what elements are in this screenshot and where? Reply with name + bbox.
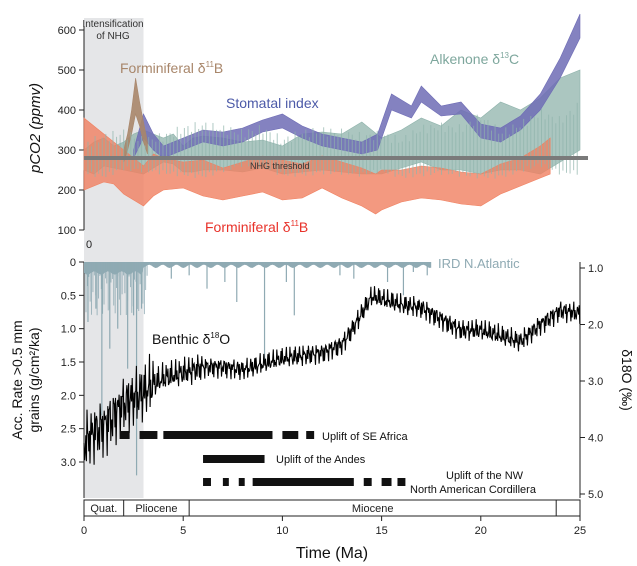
- x-tick-label: 10: [276, 525, 288, 537]
- uplift-segment: [203, 478, 211, 486]
- uplift-segment: [381, 478, 392, 486]
- nhg-threshold-label: NHG threshold: [250, 161, 310, 171]
- uplift-segment: [252, 478, 354, 486]
- uplift-segment: [397, 478, 406, 486]
- top-y-tick-label: 300: [58, 145, 76, 157]
- uplift-segment: [363, 478, 372, 486]
- left-tick-label: 0: [70, 257, 76, 269]
- left-tick-label: 0.5: [61, 290, 76, 302]
- x-axis-ticks: 0 5 10 15 20 25: [81, 516, 586, 537]
- right-tick-label: 1.0: [588, 263, 603, 275]
- uplift-segment: [282, 431, 299, 439]
- left-axis-title-line1: Acc. Rate >0.5 mm: [9, 320, 25, 439]
- uplift-segment: [238, 478, 245, 486]
- left-tick-label: 3.0: [61, 457, 76, 469]
- right-tick-label: 3.0: [588, 376, 603, 388]
- epoch-label: Miocene: [352, 503, 394, 515]
- top-y-ticks: 100 200 300 400 500 600: [58, 25, 84, 237]
- left-tick-label: 1.0: [61, 324, 76, 336]
- uplift-label-nw-line1: Uplift of the NW: [446, 470, 524, 482]
- bottom-right-axis-label: δ18O (‰): [619, 349, 635, 410]
- bottom-left-ticks: 0 0.5 1.0 1.5 2.0 2.5 3.0: [61, 257, 84, 469]
- right-tick-label: 5.0: [588, 489, 603, 501]
- epoch-label: Quat.: [90, 503, 117, 515]
- x-axis-title: Time (Ma): [296, 545, 368, 562]
- x-tick-label: 15: [375, 525, 387, 537]
- label-alkenone: Alkenone δ13C: [430, 51, 519, 67]
- label-foram-brown: Forminiferal δ11B: [120, 60, 223, 76]
- top-y-tick-label: 600: [58, 25, 76, 37]
- left-tick-label: 2.0: [61, 390, 76, 402]
- top-y-axis-title: pCO2 (ppmv): [27, 83, 44, 174]
- top-y-zero-label: 0: [86, 239, 92, 251]
- x-tick-label: 20: [475, 525, 487, 537]
- x-tick-label: 25: [574, 525, 586, 537]
- uplift-label-andes: Uplift of the Andes: [276, 454, 366, 466]
- top-y-tick-label: 200: [58, 185, 76, 197]
- top-y-tick-label: 100: [58, 225, 76, 237]
- bottom-right-ticks: 1.0 2.0 3.0 4.0 5.0: [580, 263, 603, 501]
- epoch-frame: [83, 499, 581, 517]
- top-series-bands: [83, 13, 581, 215]
- top-y-tick-label: 400: [58, 105, 76, 117]
- benthic-d18o-line: [83, 286, 581, 465]
- epoch-strip: Quat. Pliocene Miocene: [83, 499, 581, 517]
- label-ird: IRD N.Atlantic: [438, 256, 520, 271]
- uplift-bars: [119, 431, 406, 486]
- epoch-label: Pliocene: [135, 503, 177, 515]
- right-axis-title: δ18O (‰): [619, 349, 635, 410]
- left-axis-title-line2: grains (g/cm²/ka): [26, 327, 42, 432]
- uplift-label-nw-line2: North American Cordillera: [410, 484, 537, 496]
- label-foram-red: Forminiferal δ11B: [205, 219, 308, 235]
- shade-label-line1: Intensification: [82, 19, 143, 30]
- x-tick-label: 5: [180, 525, 186, 537]
- label-benthic: Benthic δ18O: [152, 331, 230, 347]
- bottom-left-axis-label: Acc. Rate >0.5 mm grains (g/cm²/ka): [9, 320, 42, 439]
- top-y-tick-label: 500: [58, 65, 76, 77]
- right-tick-label: 2.0: [588, 320, 603, 332]
- left-tick-label: 1.5: [61, 357, 76, 369]
- uplift-segment: [139, 431, 158, 439]
- uplift-segment: [306, 431, 315, 439]
- x-tick-label: 0: [81, 525, 87, 537]
- uplift-segment: [163, 431, 273, 439]
- uplift-segment: [222, 478, 229, 486]
- shade-label-line2: of NHG: [96, 31, 130, 42]
- uplift-label-se-africa: Uplift of SE Africa: [322, 431, 408, 443]
- label-stomatal: Stomatal index: [226, 95, 319, 111]
- top-y-axis-label: pCO2 (ppmv): [27, 83, 44, 174]
- uplift-segment: [203, 455, 265, 463]
- uplift-segment: [119, 431, 130, 439]
- left-tick-label: 2.5: [61, 424, 76, 436]
- right-tick-label: 4.0: [588, 433, 603, 445]
- band-forminiferal-11b-pliocene-record-: [123, 77, 148, 163]
